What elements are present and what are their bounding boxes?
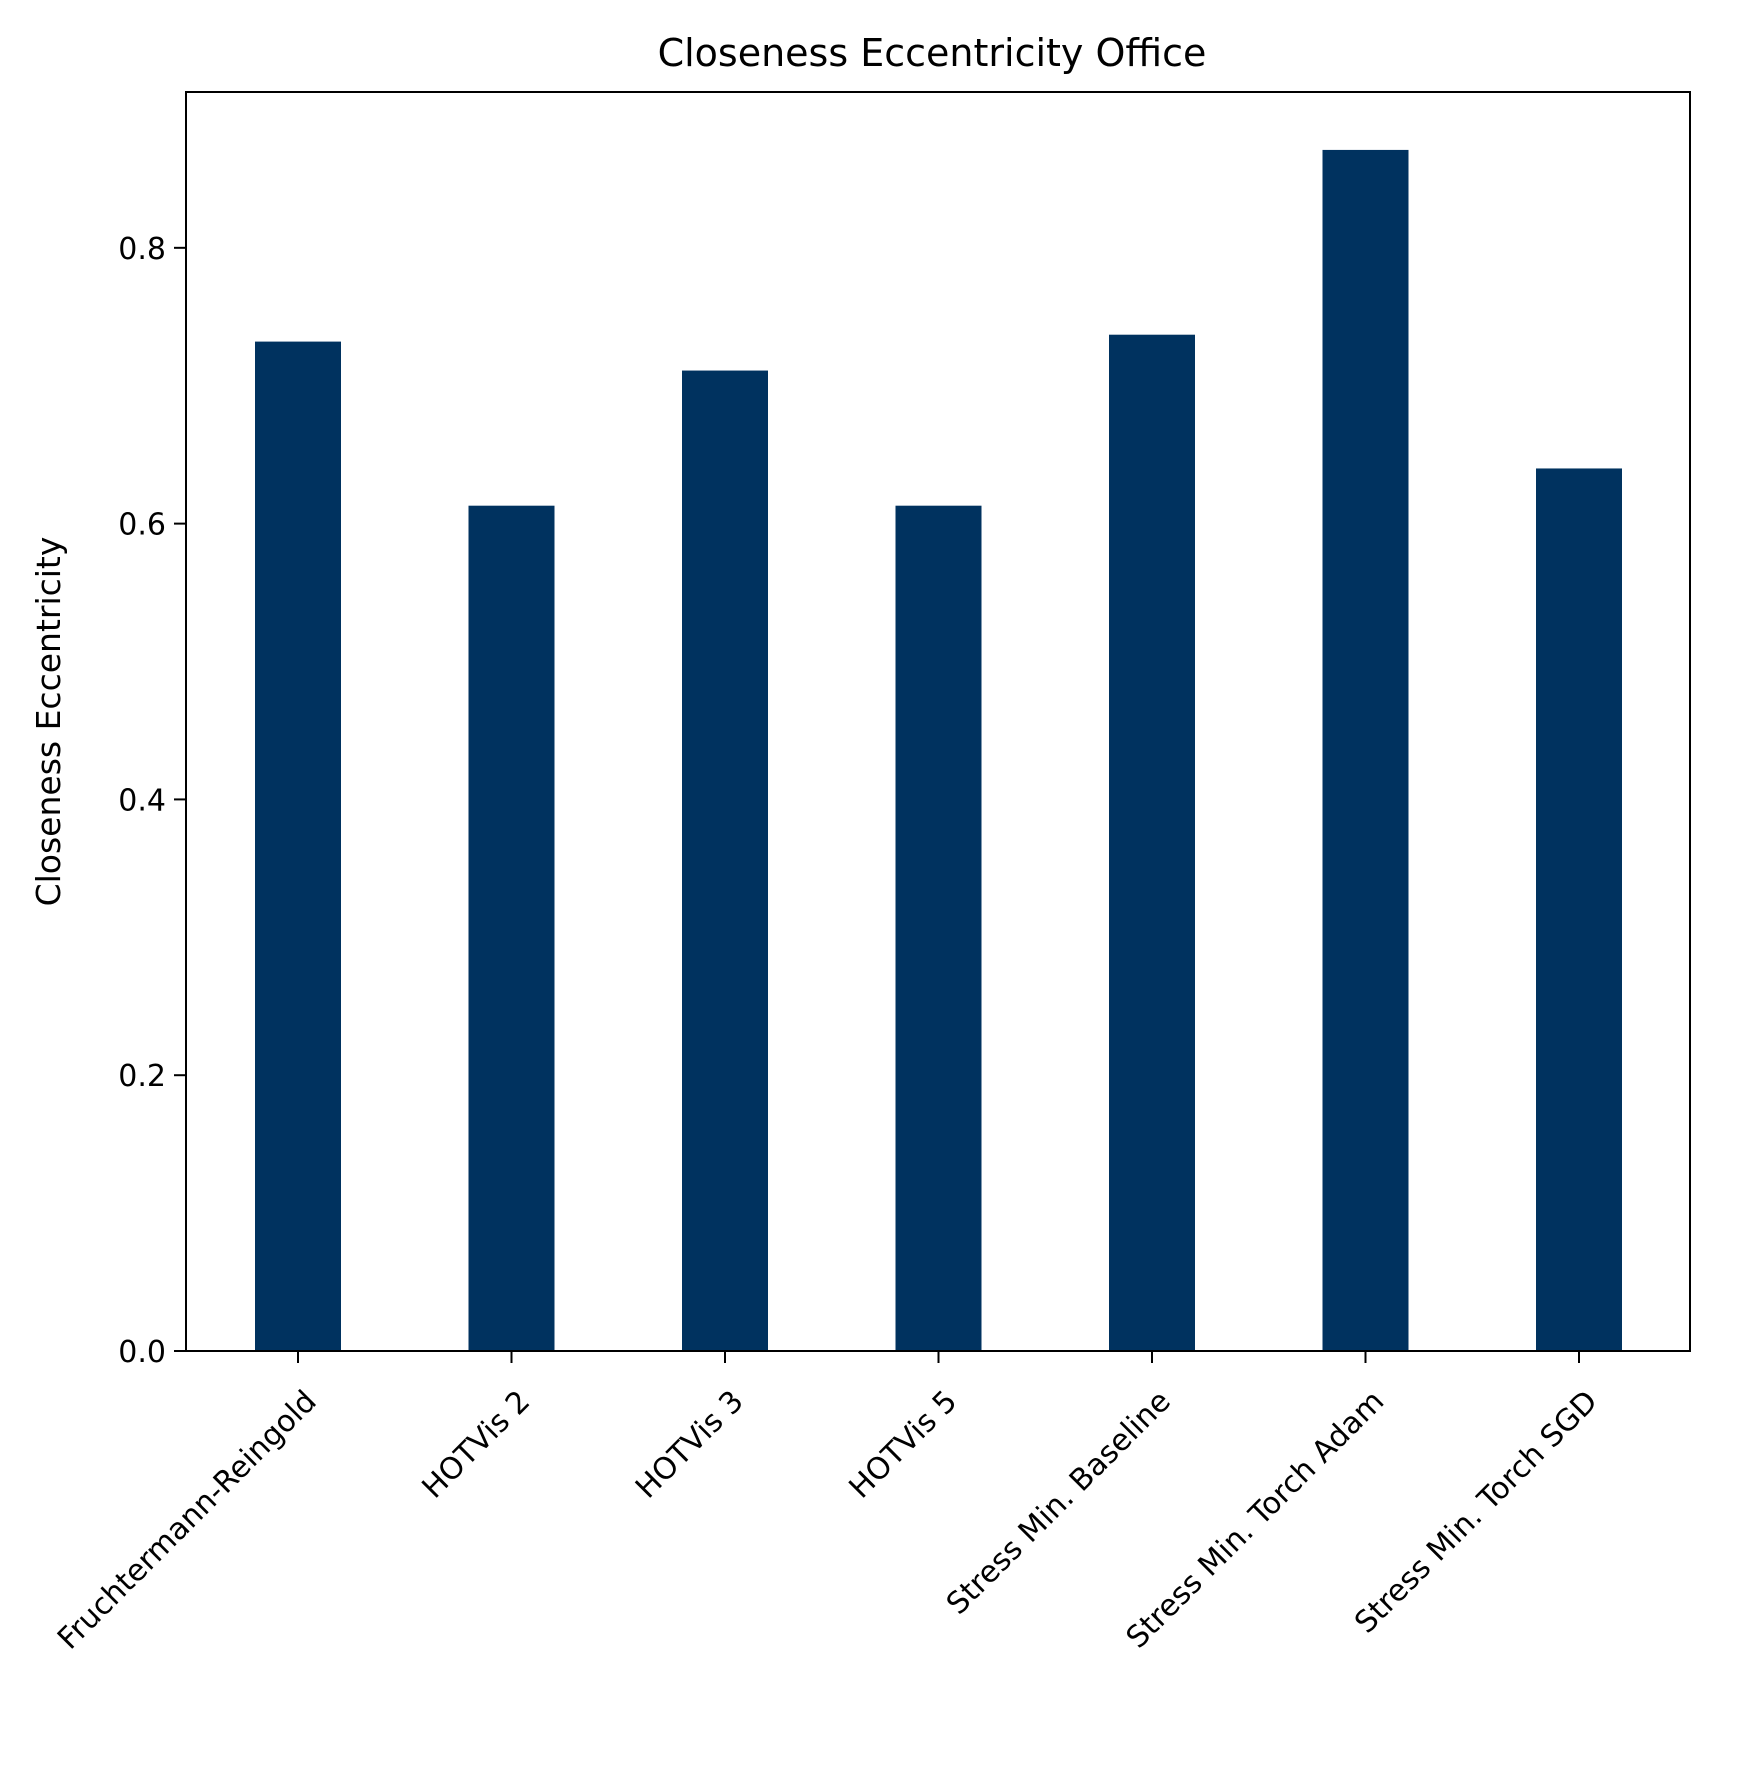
y-axis-label: Closeness Eccentricity xyxy=(29,537,68,907)
chart-title: Closeness Eccentricity Office xyxy=(658,31,1207,75)
x-tick-label: HOTVis 5 xyxy=(843,1384,965,1506)
bar xyxy=(895,505,982,1351)
y-tick-label: 0.8 xyxy=(118,232,166,267)
bars-group xyxy=(255,149,1622,1352)
x-tick-label: HOTVis 2 xyxy=(416,1384,538,1506)
y-tick-label: 0.0 xyxy=(118,1335,166,1370)
x-tick-label: Stress Min. Baseline xyxy=(940,1384,1178,1622)
x-tick-label: HOTVis 3 xyxy=(629,1384,751,1506)
y-tick-label: 0.6 xyxy=(118,508,166,543)
plot-frame xyxy=(185,91,1691,1352)
y-axis-ticks: 0.0 0.2 0.4 0.6 0.8 xyxy=(118,232,186,1370)
x-axis-ticks: Fruchtermann-Reingold HOTVis 2 HOTVis 3 HOT… xyxy=(51,1351,1605,1656)
y-tick-label: 0.2 xyxy=(118,1059,166,1094)
x-tick-label: Fruchtermann-Reingold xyxy=(51,1384,324,1657)
bar xyxy=(1322,149,1409,1352)
bar xyxy=(682,370,768,1352)
x-tick-label: Stress Min. Torch SGD xyxy=(1348,1384,1604,1640)
bar xyxy=(255,341,341,1352)
y-tick-label: 0.4 xyxy=(118,783,166,818)
bar xyxy=(1109,334,1195,1351)
bar xyxy=(468,505,555,1351)
bar xyxy=(1536,468,1622,1351)
